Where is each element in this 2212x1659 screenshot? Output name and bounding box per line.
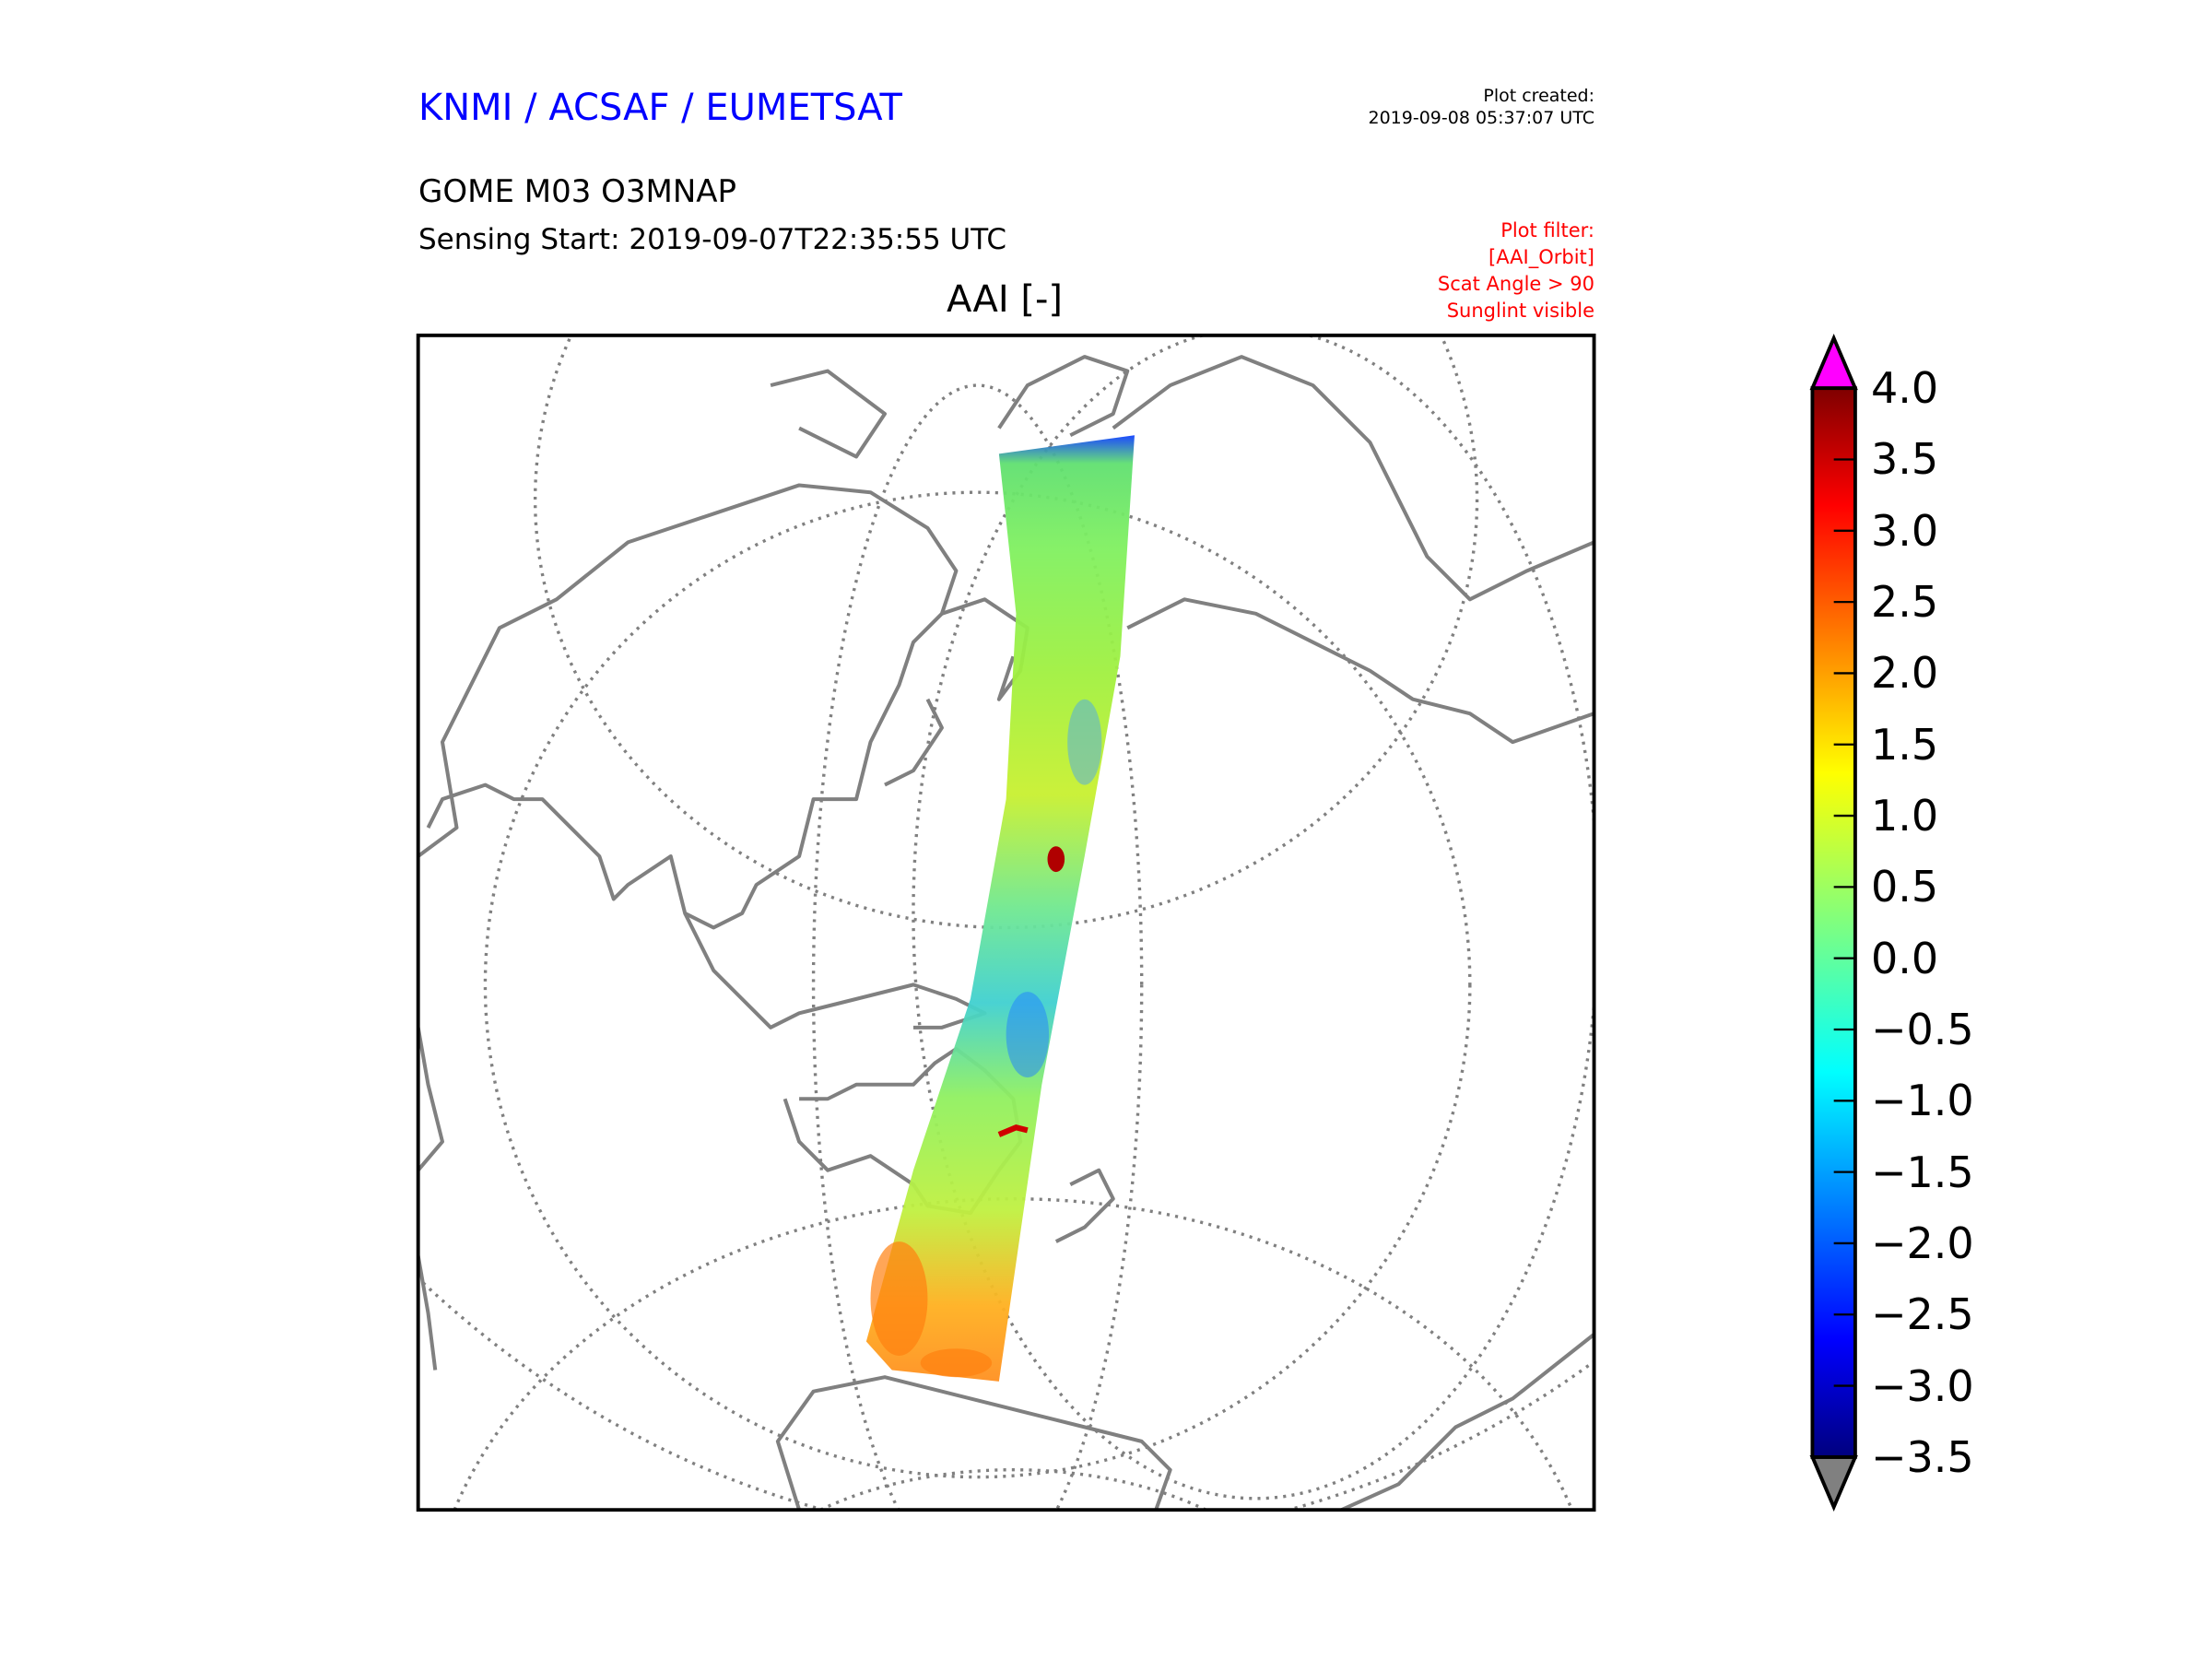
sensing-start: Sensing Start: 2019-09-07T22:35:55 UTC	[418, 223, 1006, 256]
swath-orange-region	[870, 1241, 928, 1356]
colorbar-tick-label: −0.5	[1871, 1005, 1974, 1054]
colorbar-tick-label: 1.5	[1871, 719, 1939, 770]
colorbar-under-triangle	[1809, 1454, 1858, 1512]
coastline-alaska	[1126, 597, 1594, 745]
colorbar-tick-label: −2.0	[1871, 1218, 1974, 1268]
graticule-line	[811, 383, 1144, 1511]
colorbar-tick-label: 1.0	[1871, 791, 1939, 841]
colorbar-tick-label: 0.5	[1871, 862, 1939, 912]
plot-created: Plot created: 2019-09-08 05:37:07 UTC	[1369, 85, 1595, 129]
coastline-africa-south	[418, 1255, 438, 1371]
filter-line: Scat Angle > 90	[1437, 273, 1594, 295]
colorbar-tick-label: −1.0	[1871, 1076, 1974, 1126]
colorbar-tick-label: −3.0	[1871, 1360, 1974, 1411]
coastline-nz	[1054, 1168, 1115, 1243]
colorbar-tick-label: 3.0	[1871, 505, 1939, 556]
plot-created-value: 2019-09-08 05:37:07 UTC	[1368, 108, 1595, 128]
colorbar-tick-label: −3.5	[1871, 1431, 1974, 1482]
coastline-africa	[418, 1027, 445, 1171]
coastline-north-america	[1112, 355, 1594, 602]
graticule-line	[534, 335, 1479, 930]
coastline-japan	[884, 698, 944, 787]
colorbar-tick-label: 2.5	[1871, 577, 1939, 628]
plot-filter: Plot filter: [AAI_Orbit] Scat Angle > 90…	[1438, 218, 1594, 324]
swath-fill	[865, 435, 1135, 1382]
colorbar-tick-label: 3.5	[1871, 434, 1939, 485]
aai-swath	[865, 435, 1135, 1382]
graticule-line	[483, 490, 1472, 1479]
swath-blue-region	[1006, 992, 1050, 1078]
coastline-canada	[770, 369, 888, 459]
graticule	[418, 335, 1594, 1511]
coastline-greenland	[997, 355, 1130, 438]
map-frame	[416, 333, 1596, 1512]
coastline-antarctica	[775, 1375, 1172, 1511]
colorbar-tick-label: 4.0	[1871, 363, 1939, 414]
colorbar-tick-label: −1.5	[1871, 1147, 1974, 1197]
swath-high-aai-streak	[997, 1124, 1029, 1137]
plot-created-label: Plot created:	[1483, 86, 1594, 106]
colorbar-over-triangle	[1809, 334, 1858, 391]
filter-line: Plot filter:	[1500, 219, 1594, 241]
swath-high-aai-spot	[1047, 846, 1065, 873]
colorbar	[1809, 334, 1858, 1512]
graticule-line	[819, 1468, 1207, 1511]
graticule-line	[912, 335, 1594, 1500]
plot-title: AAI [-]	[947, 278, 1063, 321]
product-name: GOME M03 O3MNAP	[418, 173, 737, 210]
coastline-asia	[418, 483, 959, 930]
filter-line: Sunglint visible	[1446, 300, 1594, 322]
swath-orange-region	[920, 1348, 993, 1378]
coastlines	[418, 355, 1594, 1511]
colorbar-tick-label: 2.0	[1871, 648, 1939, 699]
colorbar-tick-label: −2.5	[1871, 1289, 1974, 1340]
colorbar-tick-label: 0.0	[1871, 933, 1939, 983]
coastline-se-asia	[683, 912, 987, 1030]
coastline-south-america	[1340, 1333, 1594, 1511]
colorbar-gradient	[1810, 386, 1857, 1459]
filter-line: [AAI_Orbit]	[1488, 246, 1594, 268]
swath-blue-region	[1067, 699, 1102, 785]
organization-title: KNMI / ACSAF / EUMETSAT	[418, 87, 902, 129]
